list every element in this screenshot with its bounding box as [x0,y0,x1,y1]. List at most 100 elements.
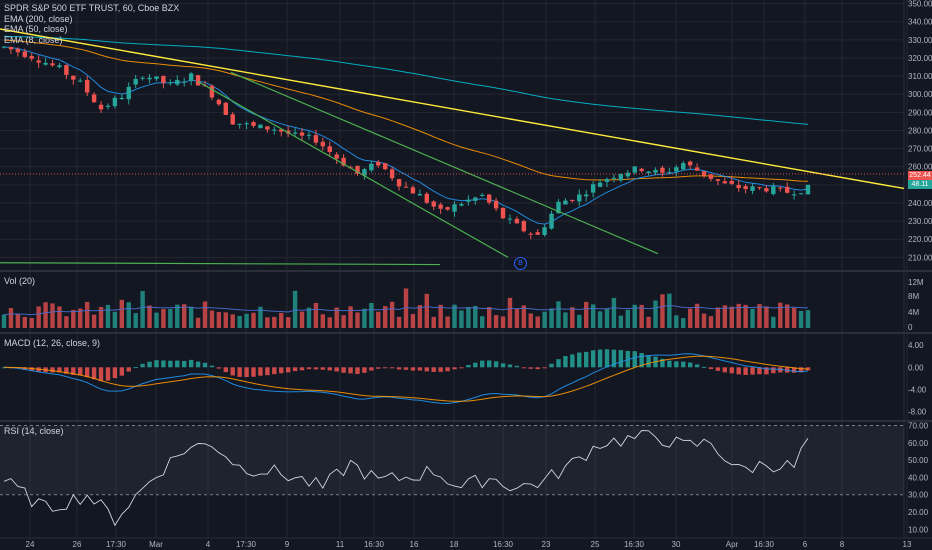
volume-bar [313,302,319,328]
volume-bar [334,307,339,328]
macd-histogram-bar [660,358,665,368]
candle-body [486,194,492,203]
channel-upper-line [230,71,659,255]
time-tick-label: 16 [410,540,419,549]
macd-histogram-bar [230,367,235,376]
candle-body [715,179,721,181]
volume-bar [327,317,332,328]
macd-histogram-bar [646,355,651,368]
candle-body [175,80,180,85]
volume-bar [805,310,811,328]
volume-bar [431,316,436,328]
candle-body [376,161,381,166]
macd-histogram-bar [119,367,125,376]
volume-bar [486,307,492,328]
marker-b[interactable]: B [514,257,527,270]
volume-bar [105,304,111,328]
volume-bar [389,301,395,328]
candle-body [438,204,443,209]
macd-histogram-bar [570,354,575,368]
candle-body [514,218,520,224]
rsi-label[interactable]: RSI (14, close) [4,426,64,436]
volume-bar [632,304,637,328]
candle-body [230,114,235,125]
time-axis[interactable]: 24 26 17:30 Mar 4 17:30 9 11 16:30 16 18 16:30 23 25 1… [0,537,932,549]
candle-body [355,165,360,174]
volume-bar [15,314,21,328]
volume-bar [320,314,326,328]
volume-bar [514,309,520,328]
price-axis[interactable]: 210.00220.00230.00240.00250.00260.00270.… [903,0,932,538]
macd-histogram-bar [791,367,797,373]
volume-bar [791,307,797,328]
macd-histogram-bar [674,361,679,368]
volume-bar [285,317,291,328]
macd-histogram-bar [71,367,76,375]
volume-bar [251,312,256,328]
candle-body [341,157,346,166]
ema200-line [3,35,809,125]
candle-body [674,167,679,172]
candle-body [667,172,672,174]
price-tick-label: 300.00 [908,90,932,99]
volume-bar [57,306,62,328]
volume-bar [542,311,547,328]
volume-bar [50,303,55,328]
macd-histogram-bar [78,367,83,376]
macd-histogram-bar [604,349,610,368]
volume-bar [98,306,104,328]
candle-body [133,78,138,85]
macd-histogram-bar [424,367,429,372]
macd-histogram-bar [417,367,423,371]
price-tick-label: 280.00 [908,126,932,135]
macd-histogram-bar [563,356,568,368]
trend-drawings[interactable] [0,28,905,266]
candle-body [493,200,499,209]
volume-label[interactable]: Vol (20) [4,276,36,286]
macd-histogram-bar [764,367,769,375]
volume-bar [549,308,554,328]
macd-label[interactable]: MACD (12, 26, close, 9) [4,338,101,348]
pane-dividers[interactable] [0,270,932,422]
volume-bar [570,307,575,328]
channel-lower-line [197,81,509,258]
volume-bar [736,303,741,328]
macd-histogram-bar [327,367,332,371]
candle-body [8,46,14,50]
volume-bar [764,306,769,328]
macd-histogram-bar [549,363,554,368]
volume-bar [424,293,429,328]
ema50-legend[interactable]: EMA (50, close) [4,24,68,34]
ema-price-tag: 48.11 [908,180,932,189]
candle-body [563,200,568,205]
ema200-legend[interactable]: EMA (200, close) [4,13,73,24]
candle-body [396,179,402,187]
rsi-tick-label: 20.00 [908,508,929,517]
candle-body [258,124,263,129]
volume-bar [223,312,228,328]
volume-bar [133,313,138,328]
time-tick-label: 8 [840,540,845,549]
macd-histogram-bar [84,367,90,378]
ema8-legend[interactable]: EMA (8, close) [4,34,63,45]
macd-histogram-bar [438,367,443,372]
volume-bar [29,317,34,328]
volume-bar [410,313,416,328]
candle-body [785,186,790,193]
symbol-title: SPDR S&P 500 ETF TRUST, 60, Cboe BZX [4,3,180,13]
candle-body [1,46,7,48]
time-tick-label: 17:30 [106,540,127,549]
candle-body [383,163,388,170]
macd-line [3,353,809,405]
macd-histogram-bar [251,367,256,377]
macd-histogram-bar [161,360,166,368]
macd-histogram-bar [625,350,630,368]
volume-tick-label: 4M [908,308,919,317]
macd-histogram-bar [611,349,617,368]
volume-bar [341,315,346,328]
ema-lines [3,35,809,225]
candle-body [791,194,797,196]
candle-body [549,213,554,229]
time-tick-label: 13 [903,540,912,549]
